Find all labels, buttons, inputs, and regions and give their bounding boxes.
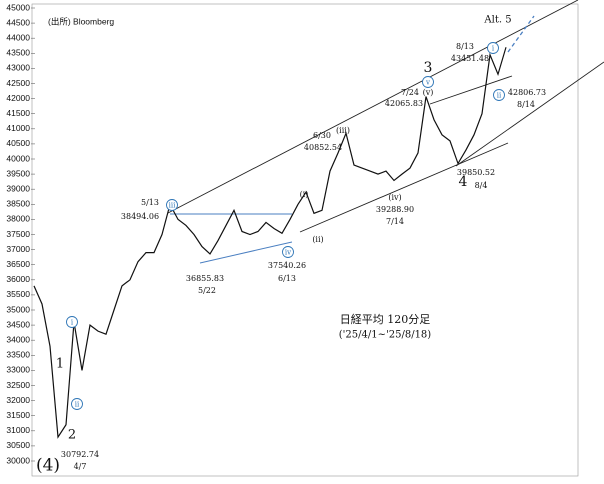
minor-wave-label: (ii) [312, 235, 323, 244]
annotation-price: 37540.26 [268, 261, 306, 270]
y-tick-label: 43000 [6, 63, 30, 73]
y-tick-label: 35500 [6, 289, 30, 299]
projection-line [507, 15, 535, 53]
y-tick-label: 41000 [6, 123, 30, 133]
annotation-date: 4/7 [74, 462, 87, 471]
annotation-price: 40852.54 [304, 143, 342, 152]
wave-circle [71, 398, 83, 410]
circled-wave-label: iv [285, 249, 291, 257]
wave-label: 2 [68, 428, 76, 443]
minor-wave-label: (i) [300, 190, 309, 199]
minor-wave-label: (v) [423, 88, 434, 97]
y-tick-label: 36000 [6, 274, 30, 284]
y-tick-label: 34500 [6, 319, 30, 329]
range-line [199, 241, 293, 264]
circled-wave-label: i [492, 45, 495, 53]
wave-label: 1 [56, 357, 64, 372]
chart-title: 日経平均 120分足 [340, 313, 431, 326]
trend-lines [167, 0, 604, 233]
circled-wave-label: v [425, 79, 430, 87]
y-tick-label: 44000 [6, 32, 30, 42]
y-tick-label: 45000 [6, 2, 30, 12]
y-tick-label: 42500 [6, 78, 30, 88]
annotation-date: 8/4 [475, 181, 488, 190]
wave-label: (4) [36, 456, 60, 476]
annotation-price: 39288.90 [376, 205, 414, 214]
wave-circle [282, 246, 294, 258]
wave-circle [66, 316, 78, 328]
annotation-date: 7/24 [401, 88, 419, 97]
y-tick-label: 33500 [6, 350, 30, 360]
annotation-date: 5/13 [141, 198, 159, 207]
wave-circle [493, 89, 505, 101]
y-tick-label: 41500 [6, 108, 30, 118]
y-tick-label: 30500 [6, 440, 30, 450]
y-tick-label: 30000 [6, 455, 30, 465]
annotation-date: 7/14 [386, 217, 404, 226]
y-tick-label: 31500 [6, 410, 30, 420]
wave-label: 3 [424, 60, 433, 76]
chart-subtitle: ('25/4/1~'25/8/18) [339, 330, 432, 341]
y-tick-label: 38000 [6, 214, 30, 224]
minor-wave-label: (iv) [388, 193, 401, 202]
circled-wave-label: ii [497, 92, 502, 100]
y-tick-label: 43500 [6, 48, 30, 58]
wave-circle [487, 42, 499, 54]
annotation-date: 5/22 [198, 286, 216, 295]
source: (出所) Bloomberg [48, 16, 114, 26]
y-tick-label: 36500 [6, 259, 30, 269]
circled-wave-label: i [71, 319, 74, 327]
annotation-price: 43451.48 [451, 54, 489, 63]
wave-label: 4 [459, 174, 468, 190]
annotation-date: 6/13 [278, 274, 296, 283]
annotation-price: 39850.52 [457, 168, 495, 177]
y-tick-label: 42000 [6, 93, 30, 103]
trend-line [299, 142, 509, 233]
y-tick-label: 35000 [6, 304, 30, 314]
y-tick-label: 37500 [6, 229, 30, 239]
y-tick-label: 40500 [6, 138, 30, 148]
y-tick-label: 34000 [6, 334, 30, 344]
wave-circle [166, 199, 178, 211]
annotation-price: 36855.83 [186, 274, 224, 283]
trend-line [455, 61, 604, 167]
y-tick-label: 38500 [6, 199, 30, 209]
plot-frame [31, 3, 579, 477]
annotation-price: 42065.83 [385, 99, 423, 108]
trend-line [429, 75, 513, 105]
y-tick-label: 39000 [6, 183, 30, 193]
annotation-date: 8/13 [456, 42, 474, 51]
blue-lines [170, 15, 535, 264]
y-tick-label: 39500 [6, 168, 30, 178]
circled-wave-label: ii [75, 401, 80, 409]
circled-wave-label: iii [169, 202, 176, 210]
trend-line [167, 0, 579, 214]
y-tick-label: 40000 [6, 153, 30, 163]
annotation-price: 38494.06 [121, 212, 159, 221]
y-tick-label: 37000 [6, 244, 30, 254]
annotation-date: 8/14 [517, 100, 535, 109]
y-tick-label: 33000 [6, 365, 30, 375]
price-line [33, 47, 507, 439]
annotation-date: 6/30 [313, 131, 331, 140]
wave-label: Alt. 5 [483, 15, 511, 26]
y-tick-label: 32500 [6, 380, 30, 390]
y-tick-label: 31000 [6, 425, 30, 435]
y-tick-label: 32000 [6, 395, 30, 405]
wave-circle [422, 76, 434, 88]
y-tick-label: 44500 [6, 17, 30, 27]
annotation-price: 42806.73 [508, 88, 546, 97]
minor-wave-label: (iii) [336, 126, 350, 135]
annotation-price: 30792.74 [61, 450, 99, 459]
